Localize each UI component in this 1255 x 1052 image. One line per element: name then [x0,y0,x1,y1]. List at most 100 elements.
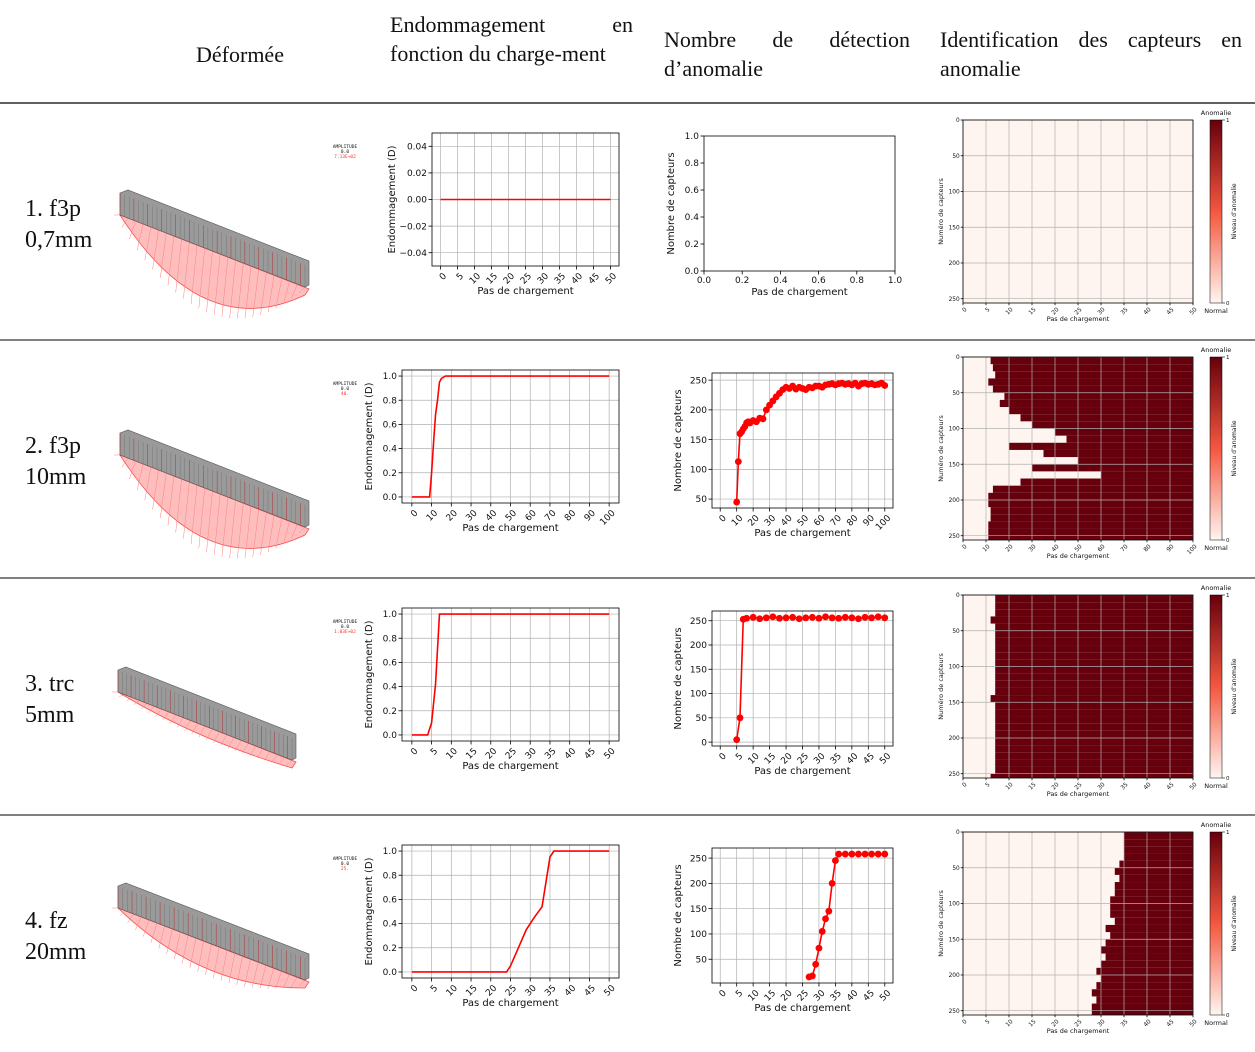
y-tick-label: 0.6 [383,421,398,431]
y-tick-label: 0.6 [383,659,398,669]
y-axis-label: Numéro de capteurs [937,178,945,245]
colorbar-top: Anomalie [1201,821,1231,829]
x-tick-label: 50 [604,271,619,286]
y-axis-label: Nombre de capteurs [666,152,677,254]
data-point [881,614,888,621]
y-axis-label: Endommagement (D) [364,382,375,490]
colorbar-tick-label: 1 [1226,355,1230,361]
x-tick-label: 80 [563,508,578,523]
x-tick-label: 40 [845,751,860,766]
anomaly-band [1124,832,1193,839]
x-tick-label: 50 [603,746,618,761]
x-tick-label: 10 [445,746,460,761]
x-tick-label: 0 [718,751,729,762]
colorbar-bottom: Normal [1204,544,1228,552]
anomaly-band [988,536,1193,540]
data-point [842,851,849,858]
anomaly-band [1000,400,1193,407]
data-point [735,458,742,465]
x-tick-label: 15 [464,984,479,999]
x-tick-label: 5 [734,752,745,763]
x-tick-label: 45 [862,989,877,1004]
y-tick-label: 100 [690,465,707,475]
x-axis-label: Pas de chargement [462,523,558,534]
x-tick-label: 45 [583,984,598,999]
y-tick-label: 100 [949,427,960,433]
anomaly-band [995,731,1193,738]
data-point [881,851,888,858]
anomaly-band [995,624,1193,631]
x-tick-label: 0 [962,307,969,314]
x-tick-label: 10 [468,271,483,286]
data-point [802,614,809,621]
colorbar-label: Niveau d’anomalie [1231,183,1238,240]
x-tick-label: 15 [1028,1019,1038,1029]
y-tick-label: 250 [690,854,707,864]
data-point [816,945,823,952]
data-point [822,915,829,922]
x-tick-label: 10 [1005,782,1015,792]
y-tick-label: 0.2 [685,240,699,250]
anomaly-band [995,602,1193,609]
x-tick-label: 20 [1005,544,1015,554]
row-label: 0,7mm [25,227,93,253]
page: {"table": { "header": ["Déformée", "Endo… [0,0,1255,1052]
data-line [809,854,885,977]
x-axis-label: Pas de chargement [1047,552,1110,560]
x-tick-label: 100 [874,513,893,532]
anomaly-band [1004,393,1193,400]
x-tick-label: 10 [747,751,762,766]
x-tick-label: 25 [504,747,519,762]
anomaly-band [995,767,1193,774]
x-tick-label: 45 [862,752,877,767]
data-point [769,613,776,620]
x-tick-label: 10 [982,544,992,554]
x-tick-label: 70 [1120,544,1130,554]
anomaly-band [995,609,1193,616]
y-tick-label: 0.4 [685,213,700,223]
amplitude-legend: 1.03E+02 [334,629,356,635]
y-tick-label: 0.00 [407,196,427,206]
data-line [737,617,885,740]
y-axis-label: Numéro de capteurs [937,415,945,482]
anomaly-band [1119,861,1193,868]
y-tick-label: 0 [956,118,960,124]
anomaly-band [1021,479,1194,486]
y-tick-label: 250 [949,297,960,303]
x-tick-label: 30 [464,508,479,523]
colorbar-label: Niveau d’anomalie [1231,895,1238,952]
y-tick-label: 150 [949,937,960,943]
x-tick-label: 30 [524,983,539,998]
y-tick-label: 0.2 [383,944,397,954]
data-point [809,614,816,621]
y-axis-label: Nombre de capteurs [673,864,684,966]
page-body: Déformée Endommagement en fonction du ch… [0,0,1255,1052]
anomaly-band [995,674,1193,681]
amplitude-legend: 40. [341,391,349,397]
anomaly-band [1021,414,1194,421]
y-tick-label: 0.4 [383,445,398,455]
y-tick-label: 1.0 [383,610,398,620]
x-tick-label: 15 [763,989,778,1004]
x-tick-label: 20 [779,988,794,1003]
x-tick-label: 0.0 [697,276,712,286]
data-point [796,615,803,622]
x-tick-label: 5 [985,782,992,789]
anomaly-band [1106,939,1193,946]
colorbar-bottom: Normal [1204,782,1228,790]
anomaly-band [1096,996,1193,1003]
data-point [763,614,770,621]
x-tick-label: 40 [779,513,794,528]
x-tick-label: 5 [429,747,440,758]
anomaly-band [1032,421,1193,428]
x-tick-label: 35 [543,984,558,999]
x-tick-label: 40 [570,271,585,286]
data-point [789,614,796,621]
data-point [868,614,875,621]
anomaly-band [995,738,1193,745]
y-tick-label: 0.8 [383,634,398,644]
x-tick-label: 0 [962,1019,969,1026]
colorbar-tick-label: 1 [1226,593,1230,599]
colorbar-bottom: Normal [1204,307,1228,315]
data-point [848,614,855,621]
